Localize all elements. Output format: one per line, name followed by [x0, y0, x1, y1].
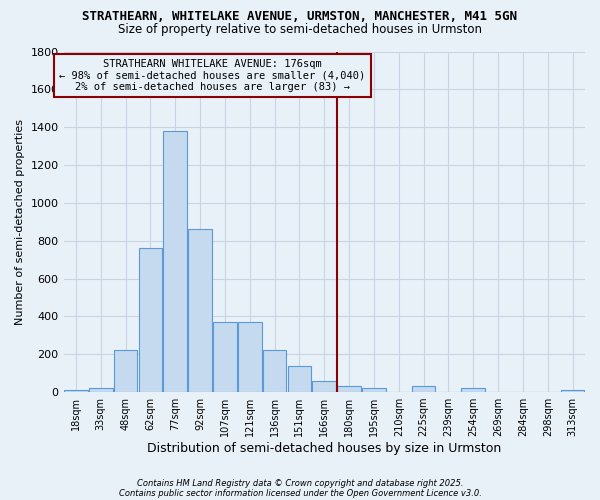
Y-axis label: Number of semi-detached properties: Number of semi-detached properties	[15, 119, 25, 325]
Bar	[287, 366, 311, 392]
Bar	[139, 248, 162, 392]
Bar	[362, 388, 386, 392]
Bar	[163, 131, 187, 392]
Bar	[238, 322, 262, 392]
X-axis label: Distribution of semi-detached houses by size in Urmston: Distribution of semi-detached houses by …	[147, 442, 502, 455]
Bar	[114, 350, 137, 392]
Text: Contains HM Land Registry data © Crown copyright and database right 2025.: Contains HM Land Registry data © Crown c…	[137, 478, 463, 488]
Bar	[64, 390, 88, 392]
Bar	[412, 386, 436, 392]
Text: STRATHEARN WHITELAKE AVENUE: 176sqm
← 98% of semi-detached houses are smaller (4: STRATHEARN WHITELAKE AVENUE: 176sqm ← 98…	[59, 59, 365, 92]
Text: STRATHEARN, WHITELAKE AVENUE, URMSTON, MANCHESTER, M41 5GN: STRATHEARN, WHITELAKE AVENUE, URMSTON, M…	[83, 10, 517, 23]
Bar	[461, 388, 485, 392]
Text: Size of property relative to semi-detached houses in Urmston: Size of property relative to semi-detach…	[118, 22, 482, 36]
Bar	[337, 386, 361, 392]
Bar	[313, 380, 336, 392]
Bar	[89, 388, 113, 392]
Bar	[561, 390, 584, 392]
Text: Contains public sector information licensed under the Open Government Licence v3: Contains public sector information licen…	[119, 488, 481, 498]
Bar	[263, 350, 286, 392]
Bar	[213, 322, 237, 392]
Bar	[188, 230, 212, 392]
